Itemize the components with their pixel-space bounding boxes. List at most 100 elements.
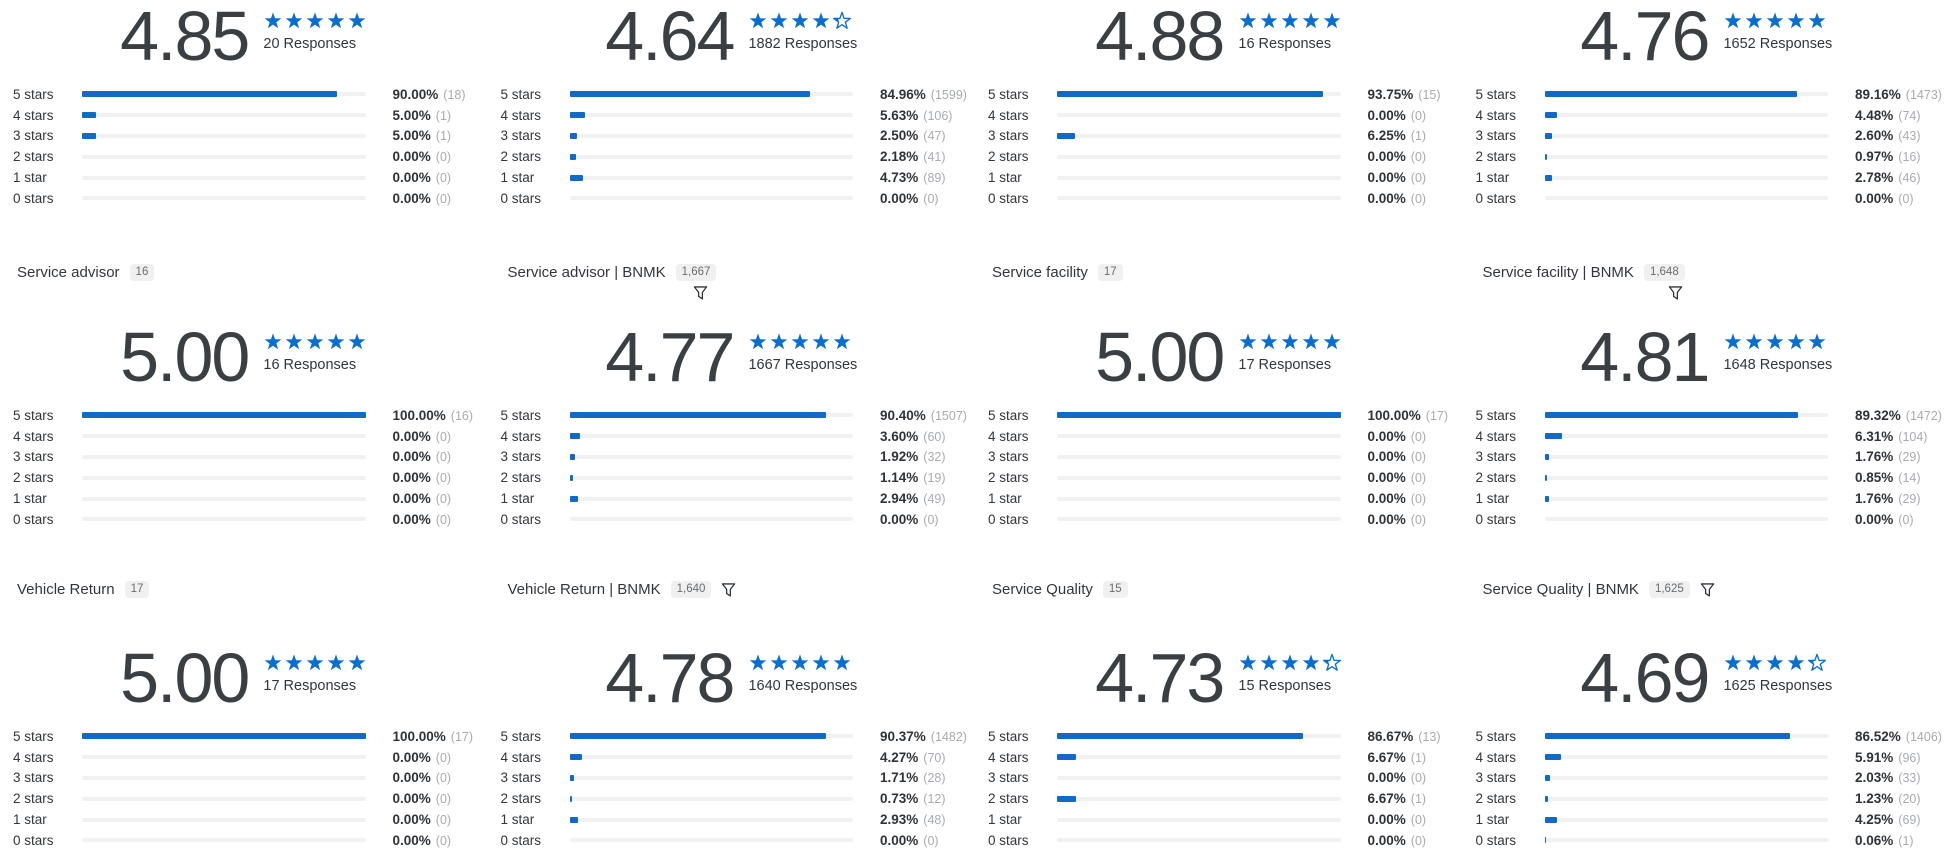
rating-count: (1472) bbox=[1906, 409, 1942, 423]
star-row-label: 2 stars bbox=[1476, 470, 1545, 485]
rating-bar-track bbox=[1057, 818, 1341, 822]
rating-percent: 6.25% bbox=[1368, 128, 1406, 143]
rating-bar-track bbox=[1057, 176, 1341, 180]
rating-value: 3.60%(60) bbox=[853, 429, 975, 444]
rating-bar-fill bbox=[570, 475, 573, 481]
rating-bar-track bbox=[570, 497, 854, 501]
rating-value: 0.00%(0) bbox=[366, 770, 488, 785]
star-filled-icon bbox=[811, 11, 831, 30]
rating-bar-track bbox=[82, 155, 366, 159]
rating-value: 6.67%(1) bbox=[1341, 791, 1463, 806]
rating-bar-track bbox=[1545, 517, 1829, 521]
rating-count: (0) bbox=[923, 834, 938, 848]
rating-count: (0) bbox=[1411, 192, 1426, 206]
rating-value: 4.27%(70) bbox=[853, 750, 975, 765]
rating-percent: 0.00% bbox=[393, 770, 431, 785]
star-row-label: 4 stars bbox=[1476, 750, 1545, 765]
rating-count: (16) bbox=[451, 409, 473, 423]
rating-value: 0.00%(0) bbox=[366, 491, 488, 506]
rating-count: (1) bbox=[1898, 834, 1913, 848]
rating-bar-track bbox=[82, 517, 366, 521]
filter-icon[interactable] bbox=[721, 582, 736, 598]
star-filled-icon bbox=[305, 653, 325, 672]
responses-count: 1882 Responses bbox=[748, 36, 857, 52]
rating-bar-fill bbox=[570, 733, 826, 739]
rating-count: (89) bbox=[923, 171, 945, 185]
star-row-label: 3 stars bbox=[501, 770, 570, 785]
star-row-label: 0 stars bbox=[13, 833, 82, 848]
rating-bar-track bbox=[570, 196, 854, 200]
rating-percent: 0.00% bbox=[393, 833, 431, 848]
rating-bar-track bbox=[1545, 434, 1829, 438]
rating-percent: 0.97% bbox=[1855, 149, 1893, 164]
filter-icon[interactable] bbox=[1668, 285, 1683, 306]
rating-value: 6.25%(1) bbox=[1341, 128, 1463, 143]
star-row-label: 3 stars bbox=[988, 128, 1057, 143]
star-filled-icon bbox=[1744, 11, 1764, 30]
star-filled-icon bbox=[1238, 332, 1258, 351]
star-row-label: 0 stars bbox=[988, 191, 1057, 206]
rating-percent: 2.18% bbox=[880, 149, 918, 164]
rating-percent: 0.00% bbox=[393, 470, 431, 485]
rating-percent: 0.00% bbox=[393, 149, 431, 164]
rating-value: 1.23%(20) bbox=[1828, 791, 1950, 806]
rating-count: (60) bbox=[923, 430, 945, 444]
star-filled-icon bbox=[811, 653, 831, 672]
rating-value: 5.63%(106) bbox=[853, 108, 975, 123]
rating-value: 2.60%(43) bbox=[1828, 128, 1950, 143]
rating-count: (32) bbox=[923, 450, 945, 464]
rating-bar-track bbox=[570, 434, 854, 438]
filter-icon[interactable] bbox=[1700, 582, 1715, 598]
rating-value: 6.67%(1) bbox=[1341, 750, 1463, 765]
star-filled-icon bbox=[326, 332, 346, 351]
rating-score: 4.78 bbox=[605, 646, 733, 710]
star-row-label: 4 stars bbox=[13, 429, 82, 444]
rating-bar-track bbox=[1545, 497, 1829, 501]
star-row-label: 2 stars bbox=[13, 791, 82, 806]
rating-percent: 0.00% bbox=[1368, 149, 1406, 164]
responses-count: 1648 Responses bbox=[1723, 357, 1832, 373]
rating-count: (0) bbox=[923, 192, 938, 206]
rating-value: 0.00%(0) bbox=[1341, 770, 1463, 785]
filter-icon[interactable] bbox=[693, 285, 708, 306]
rating-count: (1) bbox=[436, 129, 451, 143]
rating-percent: 0.00% bbox=[880, 191, 918, 206]
widget-title-label: Service Quality | BNMK bbox=[1483, 581, 1639, 598]
rating-count: (1) bbox=[1411, 792, 1426, 806]
rating-percent: 4.27% bbox=[880, 750, 918, 765]
star-rating bbox=[748, 332, 857, 351]
star-filled-icon bbox=[1301, 11, 1321, 30]
rating-count: (0) bbox=[1411, 430, 1426, 444]
star-filled-icon bbox=[284, 653, 304, 672]
rating-percent: 0.06% bbox=[1855, 833, 1893, 848]
rating-count: (28) bbox=[923, 771, 945, 785]
rating-bar-track bbox=[1545, 818, 1829, 822]
rating-bar-track bbox=[1057, 734, 1341, 738]
star-row-label: 0 stars bbox=[988, 833, 1057, 848]
rating-count: (0) bbox=[1411, 109, 1426, 123]
rating-percent: 0.00% bbox=[1368, 470, 1406, 485]
rating-value: 1.76%(29) bbox=[1828, 449, 1950, 464]
count-badge: 17 bbox=[125, 581, 150, 598]
rating-bar-fill bbox=[570, 817, 578, 823]
rating-percent: 100.00% bbox=[393, 729, 446, 744]
rating-count: (0) bbox=[436, 792, 451, 806]
